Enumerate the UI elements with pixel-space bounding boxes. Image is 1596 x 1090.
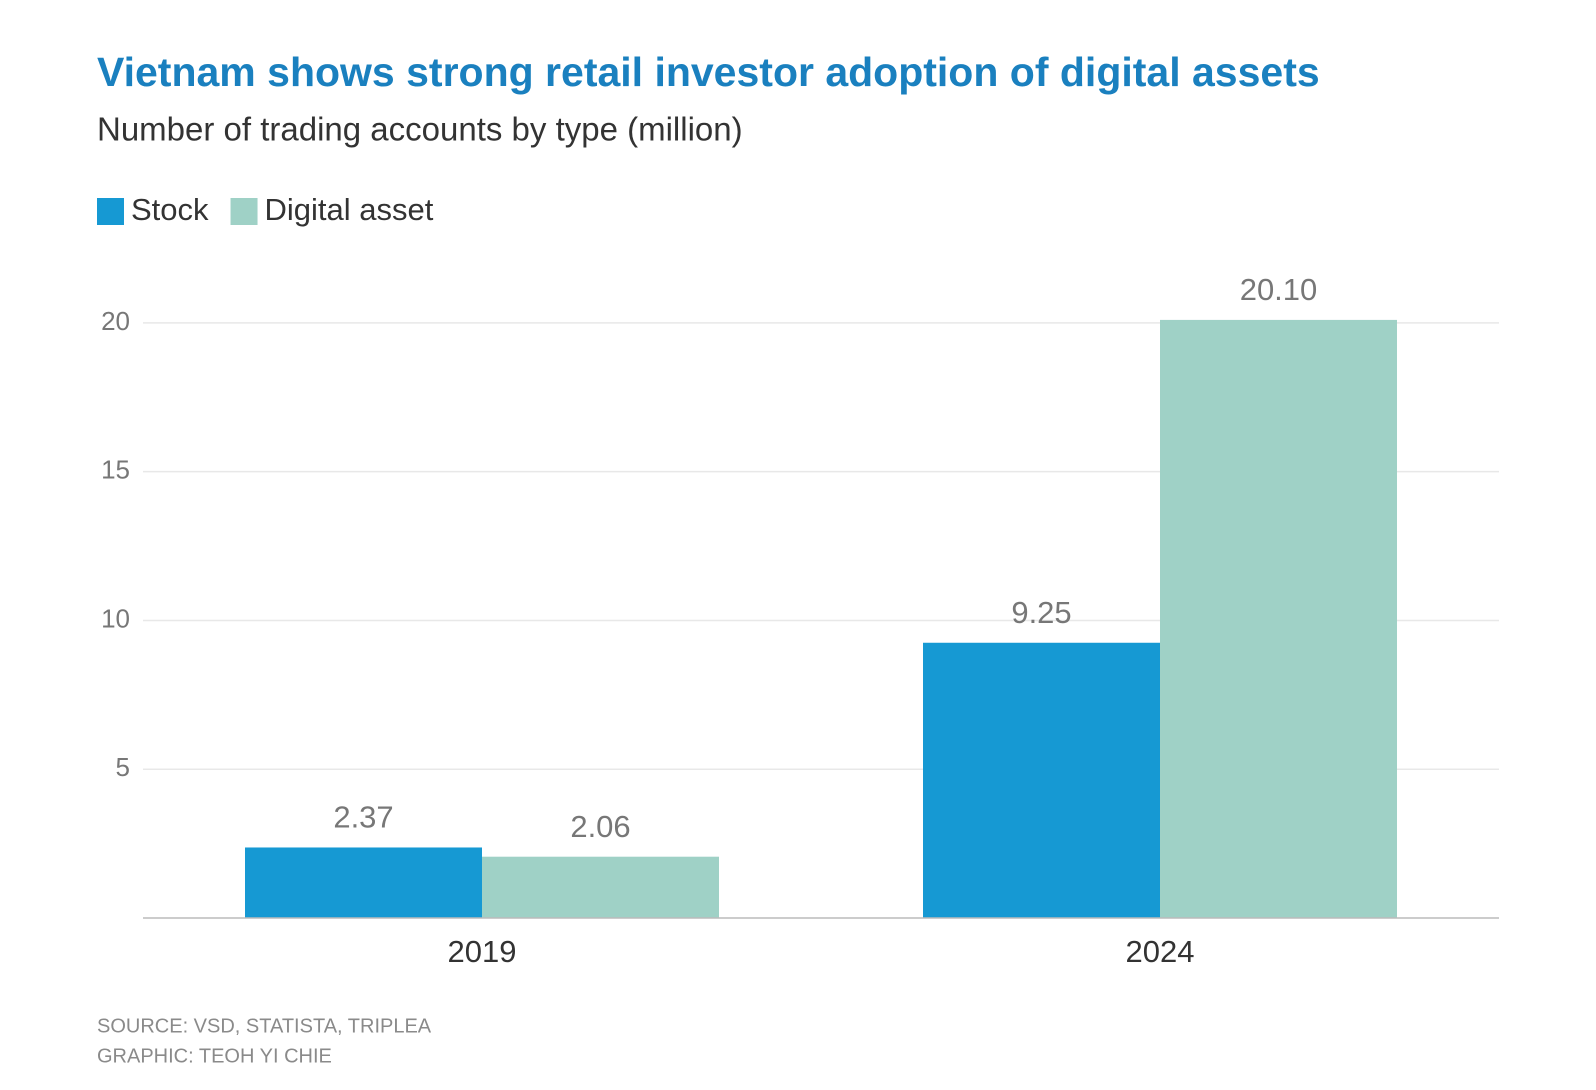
bar xyxy=(245,847,482,918)
y-tick-label: 5 xyxy=(116,752,130,782)
y-tick-label: 10 xyxy=(101,603,130,633)
legend-swatch xyxy=(97,198,124,225)
y-tick-label: 20 xyxy=(101,306,130,336)
chart-title: Vietnam shows strong retail investor ado… xyxy=(97,49,1320,95)
value-label: 2.06 xyxy=(570,809,630,844)
value-label: 2.37 xyxy=(333,800,393,835)
chart-subtitle: Number of trading accounts by type (mill… xyxy=(97,111,743,148)
source-note: SOURCE: VSD, STATISTA, TRIPLEA xyxy=(97,1015,432,1037)
bar xyxy=(923,642,1160,918)
value-label: 20.10 xyxy=(1240,272,1318,307)
legend-label: Digital asset xyxy=(265,192,434,227)
value-label: 9.25 xyxy=(1011,595,1071,630)
legend-label: Stock xyxy=(131,192,209,227)
credit-note: GRAPHIC: TEOH YI CHIE xyxy=(97,1045,332,1067)
y-tick-label: 15 xyxy=(101,455,130,485)
x-tick-label: 2024 xyxy=(1126,934,1195,969)
x-tick-label: 2019 xyxy=(448,934,517,969)
bar xyxy=(1160,319,1397,918)
bar xyxy=(482,856,719,918)
legend-swatch xyxy=(230,198,258,225)
